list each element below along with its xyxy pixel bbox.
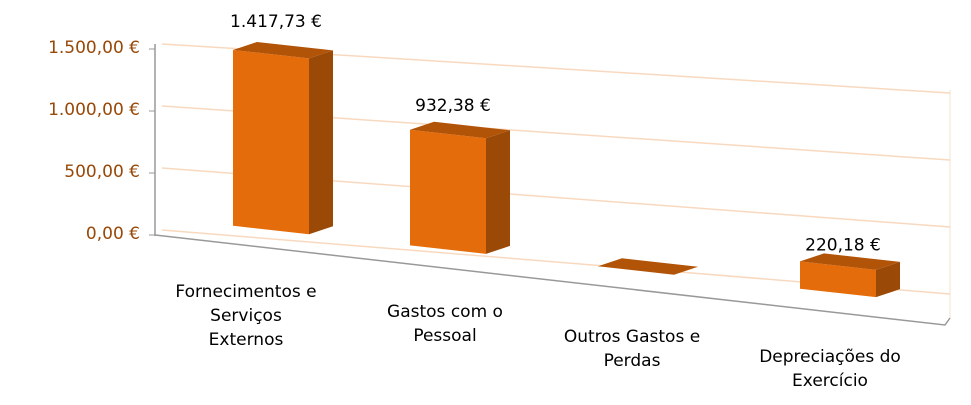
bar-front <box>800 261 876 298</box>
y-tick-label: 500,00 € <box>64 162 140 182</box>
bar-front <box>233 49 309 235</box>
bar <box>598 258 698 275</box>
bar-top <box>410 121 510 139</box>
value-label: 220,18 € <box>805 235 881 255</box>
x-tick-label: Depreciações do Exercício <box>759 347 901 391</box>
bar-top <box>598 258 698 275</box>
bar <box>410 121 510 254</box>
x-tick-label: Fornecimentos e Serviços Externos <box>175 282 317 350</box>
y-tick-label: 1.000,00 € <box>48 100 140 120</box>
bar-side <box>486 130 510 254</box>
floor-edge <box>154 234 951 326</box>
bar-front <box>410 129 486 254</box>
y-tick-label: 1.500,00 € <box>48 38 140 58</box>
bar-top <box>800 253 900 270</box>
x-tick-label: Outros Gastos e Perdas <box>563 327 701 371</box>
y-tick-label: 0,00 € <box>86 224 140 244</box>
bar-side <box>309 50 333 235</box>
bar-top <box>233 41 333 59</box>
bar-side <box>876 261 900 298</box>
value-label: 1.417,73 € <box>230 12 322 32</box>
bar <box>800 253 900 298</box>
bar <box>233 41 333 235</box>
x-tick-label: Gastos com o Pessoal <box>387 302 503 346</box>
value-label: 932,38 € <box>415 96 491 116</box>
